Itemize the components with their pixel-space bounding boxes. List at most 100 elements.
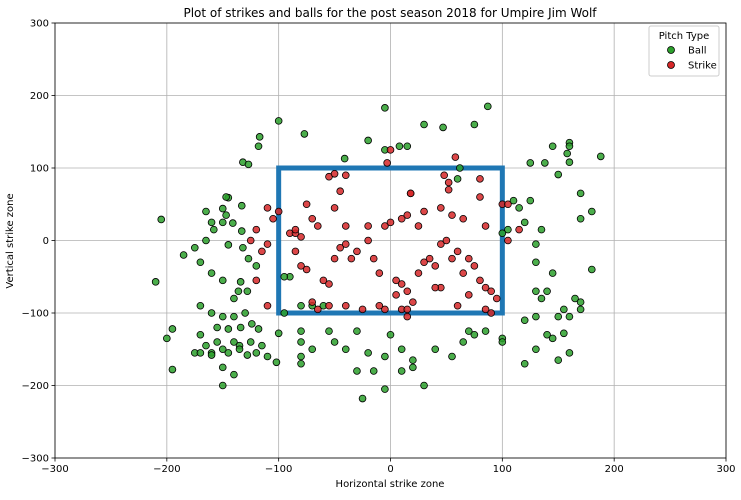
ball-point	[218, 218, 227, 227]
strike-point	[291, 247, 300, 256]
strike-point	[437, 204, 445, 212]
ball-point	[532, 312, 540, 321]
ball-point	[576, 298, 585, 306]
ball-point	[168, 365, 177, 374]
strike-point	[341, 240, 350, 248]
ball-point	[532, 240, 540, 248]
strike-point	[453, 301, 462, 310]
ball-point	[509, 196, 518, 205]
strike-point	[330, 254, 339, 263]
strike-point	[263, 204, 272, 212]
ball-point	[297, 301, 305, 310]
ball-point	[263, 352, 272, 361]
strike-point	[392, 276, 400, 285]
plot-frame	[54, 22, 727, 459]
ball-point	[498, 229, 507, 238]
ball-point	[207, 309, 216, 317]
ball-point	[459, 338, 467, 346]
ball-point	[587, 207, 596, 216]
legend-marker-ball	[667, 46, 675, 54]
x-tick-label: 300	[716, 464, 735, 475]
strike-point	[420, 258, 428, 267]
ball-point	[230, 312, 238, 321]
ball-point	[235, 345, 244, 354]
ball-point	[196, 301, 205, 310]
strike-point	[459, 269, 467, 277]
strike-point	[397, 214, 406, 223]
ball-point	[325, 327, 333, 335]
y-tick-label: 300	[30, 19, 49, 30]
strike-point	[444, 185, 453, 194]
strike-point	[330, 170, 339, 178]
ball-point	[274, 329, 283, 338]
strike-point	[325, 301, 333, 310]
ball-point	[397, 367, 406, 375]
strike-point	[383, 159, 391, 167]
strike-point	[353, 247, 361, 256]
ball-point	[222, 211, 230, 219]
strike-point	[341, 301, 350, 310]
strike-point	[369, 254, 378, 263]
ball-point	[448, 352, 456, 361]
strike-point	[448, 254, 456, 263]
strike-point	[464, 254, 473, 263]
ball-point	[483, 102, 492, 111]
ball-point	[243, 287, 252, 296]
ball-point	[520, 316, 529, 325]
y-tick-label: −200	[22, 381, 49, 392]
ball-point	[381, 352, 389, 361]
ball-point	[248, 320, 256, 328]
ball-point	[576, 189, 585, 198]
ball-point	[202, 236, 210, 245]
strike-point	[476, 276, 484, 285]
ball-point	[364, 136, 372, 145]
ball-point	[548, 269, 557, 277]
y-tick-label: 100	[30, 164, 49, 175]
strike-point	[341, 222, 350, 230]
ball-point	[470, 120, 479, 129]
strike-point	[440, 171, 448, 180]
strike-point	[403, 287, 412, 296]
ball-point	[230, 370, 238, 379]
strike-point	[252, 225, 261, 234]
strike-point	[444, 178, 453, 187]
ball-point	[381, 385, 389, 393]
legend: Pitch Type Ball Strike	[648, 25, 720, 77]
ball-point	[297, 352, 305, 361]
ball-point	[563, 149, 571, 158]
strike-point	[448, 211, 456, 219]
y-axis-label: Vertical strike zone	[5, 193, 16, 288]
ball-point	[236, 278, 245, 286]
y-tick-label: −100	[22, 309, 49, 320]
strike-point	[431, 283, 440, 292]
ball-point	[224, 349, 233, 357]
chart-title: Plot of strikes and balls for the post s…	[183, 6, 597, 20]
ball-point	[526, 159, 535, 167]
strike-point	[386, 146, 395, 154]
ball-point	[218, 345, 227, 354]
ball-point	[202, 341, 210, 350]
ball-point	[358, 394, 367, 403]
ball-point	[532, 287, 540, 296]
strike-point	[302, 200, 311, 209]
strike-point	[470, 262, 479, 270]
strike-point	[414, 222, 423, 230]
strike-point	[409, 298, 417, 306]
strike-point	[487, 309, 495, 317]
strike-point	[431, 262, 440, 270]
x-tick-label: −200	[153, 464, 180, 475]
ball-point	[571, 294, 579, 303]
strike-point	[492, 294, 501, 303]
ball-point	[237, 201, 246, 210]
ball-point	[254, 325, 263, 333]
strike-point	[481, 305, 490, 314]
legend-marker-strike	[667, 61, 675, 69]
strike-point	[403, 305, 412, 314]
strike-point	[302, 265, 311, 274]
ball-point	[151, 278, 160, 286]
ball-point	[246, 338, 255, 346]
ball-point	[252, 262, 261, 270]
ball-point	[381, 104, 389, 112]
